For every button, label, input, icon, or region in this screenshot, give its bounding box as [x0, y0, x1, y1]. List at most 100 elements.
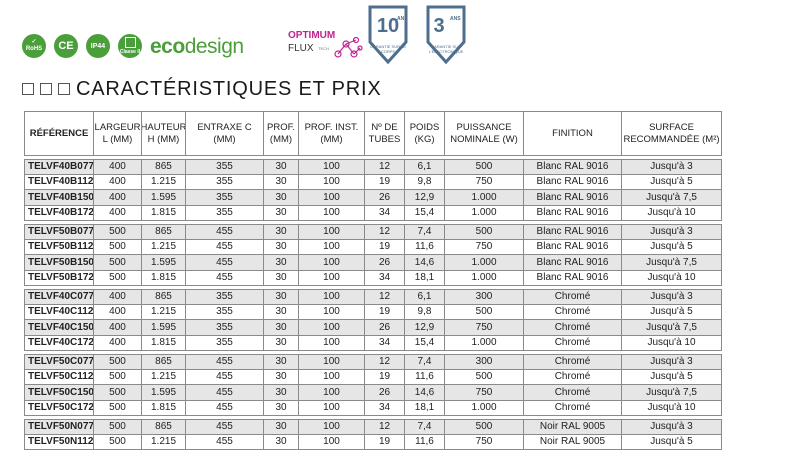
cell-largeur: 400 — [94, 190, 142, 206]
cell-poids: 15,4 — [405, 335, 445, 351]
cell-puissance: 1.000 — [445, 255, 524, 271]
column-header-largeur: LARGEUR L (MM) — [94, 111, 142, 156]
column-header-hauteur: HAUTEUR H (MM) — [142, 111, 186, 156]
cell-surface: Jusqu'à 5 — [622, 369, 722, 385]
table-row: TELVF40C150 400 1.595 355 30 100 26 12,9 750 Chro… — [24, 320, 775, 336]
section-title: CARACTÉRISTIQUES ET PRIX — [22, 78, 382, 100]
cell-surface: Jusqu'à 3 — [622, 419, 722, 435]
cell-hauteur: 1.595 — [142, 385, 186, 401]
table-row: TELVF50C112 500 1.215 455 30 100 19 11,6 500 Chro… — [24, 369, 775, 385]
cell-entraxe: 355 — [186, 335, 264, 351]
table-row: TELVF40C172 400 1.815 355 30 100 34 15,4 1.000 Ch… — [24, 335, 775, 351]
cell-poids: 11,6 — [405, 369, 445, 385]
cell-largeur: 400 — [94, 304, 142, 320]
cell-largeur: 500 — [94, 400, 142, 416]
cell-surface: Jusqu'à 5 — [622, 239, 722, 255]
cell-puissance: 750 — [445, 385, 524, 401]
cell-puissance: 1.000 — [445, 205, 524, 221]
cell-reference: TELVF40B112 — [24, 174, 94, 190]
cell-poids: 9,8 — [405, 304, 445, 320]
warranty-3-number: 3 — [433, 15, 445, 37]
cell-surface: Jusqu'à 3 — [622, 159, 722, 175]
cell-reference: TELVF50N077 — [24, 419, 94, 435]
ecodesign-eco-text: eco — [150, 35, 185, 58]
cell-reference: TELVF50B150 — [24, 255, 94, 271]
cell-largeur: 500 — [94, 369, 142, 385]
cell-prof-inst: 100 — [299, 255, 365, 271]
cell-prof: 30 — [264, 385, 299, 401]
tech-label: TECH — [318, 46, 329, 51]
cell-tubes: 34 — [365, 400, 405, 416]
cell-hauteur: 1.215 — [142, 239, 186, 255]
cell-finition: Blanc RAL 9016 — [524, 205, 622, 221]
cell-finition: Blanc RAL 9016 — [524, 174, 622, 190]
cell-prof: 30 — [264, 419, 299, 435]
cell-surface: Jusqu'à 10 — [622, 335, 722, 351]
cell-prof-inst: 100 — [299, 304, 365, 320]
rohs-check-icon: ✓ — [31, 39, 37, 45]
cell-tubes: 12 — [365, 224, 405, 240]
cell-hauteur: 1.595 — [142, 190, 186, 206]
cell-hauteur: 1.215 — [142, 304, 186, 320]
cell-surface: Jusqu'à 3 — [622, 289, 722, 305]
column-header-poids: POIDS (KG) — [405, 111, 445, 156]
cell-tubes: 19 — [365, 369, 405, 385]
cell-reference: TELVF50B077 — [24, 224, 94, 240]
cell-prof: 30 — [264, 255, 299, 271]
cell-surface: Jusqu'à 5 — [622, 304, 722, 320]
cell-surface: Jusqu'à 7,5 — [622, 320, 722, 336]
table-row: TELVF50N112 500 1.215 455 30 100 19 11,6 750 Noir… — [24, 434, 775, 450]
table-row: TELVF40B112 400 1.215 355 30 100 19 9,8 750 Blanc… — [24, 174, 775, 190]
cell-prof: 30 — [264, 320, 299, 336]
column-header-tubes: Nº DE TUBES — [365, 111, 405, 156]
cell-prof-inst: 100 — [299, 400, 365, 416]
cell-puissance: 750 — [445, 320, 524, 336]
table-row: TELVF40C077 400 865 355 30 100 12 6,1 300 Chromé J… — [24, 289, 775, 305]
cell-tubes: 26 — [365, 190, 405, 206]
rohs-label: RoHS — [25, 46, 43, 52]
cell-poids: 15,4 — [405, 205, 445, 221]
cell-tubes: 19 — [365, 239, 405, 255]
cell-poids: 7,4 — [405, 419, 445, 435]
cell-prof: 30 — [264, 239, 299, 255]
cell-entraxe: 455 — [186, 224, 264, 240]
column-header-entraxe: ENTRAXE C (MM) — [186, 111, 264, 156]
cell-largeur: 400 — [94, 159, 142, 175]
cell-prof-inst: 100 — [299, 159, 365, 175]
page-title: CARACTÉRISTIQUES ET PRIX — [76, 77, 382, 100]
cell-largeur: 500 — [94, 239, 142, 255]
ce-label: CE — [58, 40, 74, 52]
cell-entraxe: 355 — [186, 174, 264, 190]
cell-prof: 30 — [264, 304, 299, 320]
ce-logo: CE — [54, 34, 78, 58]
cell-prof: 30 — [264, 434, 299, 450]
table-row: TELVF50N077 500 865 455 30 100 12 7,4 500 Noir RA… — [24, 419, 775, 435]
column-header-puissance: PUISSANCE NOMINALE (W) — [445, 111, 524, 156]
cell-largeur: 400 — [94, 174, 142, 190]
cell-entraxe: 355 — [186, 289, 264, 305]
table-row: TELVF50B077 500 865 455 30 100 12 7,4 500 Blanc R… — [24, 224, 775, 240]
cell-puissance: 300 — [445, 289, 524, 305]
cell-poids: 7,4 — [405, 224, 445, 240]
cell-tubes: 26 — [365, 385, 405, 401]
cell-prof-inst: 100 — [299, 190, 365, 206]
warranty-3-text: GARANTIE SUR L'ÉLECTRONIQUE — [428, 44, 464, 54]
class-ii-label: Classe II — [119, 49, 141, 55]
cell-hauteur: 865 — [142, 419, 186, 435]
cell-tubes: 34 — [365, 270, 405, 286]
cell-hauteur: 865 — [142, 224, 186, 240]
warranty-10-unit: ANS — [397, 16, 408, 22]
cell-reference: TELVF50C172 — [24, 400, 94, 416]
cell-prof-inst: 100 — [299, 320, 365, 336]
cell-largeur: 400 — [94, 335, 142, 351]
cell-prof-inst: 100 — [299, 369, 365, 385]
cell-surface: Jusqu'à 5 — [622, 174, 722, 190]
cell-prof-inst: 100 — [299, 270, 365, 286]
ip44-logo: IP44 — [86, 34, 110, 58]
cell-poids: 9,8 — [405, 174, 445, 190]
cell-finition: Blanc RAL 9016 — [524, 190, 622, 206]
cell-tubes: 12 — [365, 354, 405, 370]
cell-reference: TELVF50C150 — [24, 385, 94, 401]
cell-finition: Chromé — [524, 400, 622, 416]
cell-hauteur: 1.815 — [142, 335, 186, 351]
